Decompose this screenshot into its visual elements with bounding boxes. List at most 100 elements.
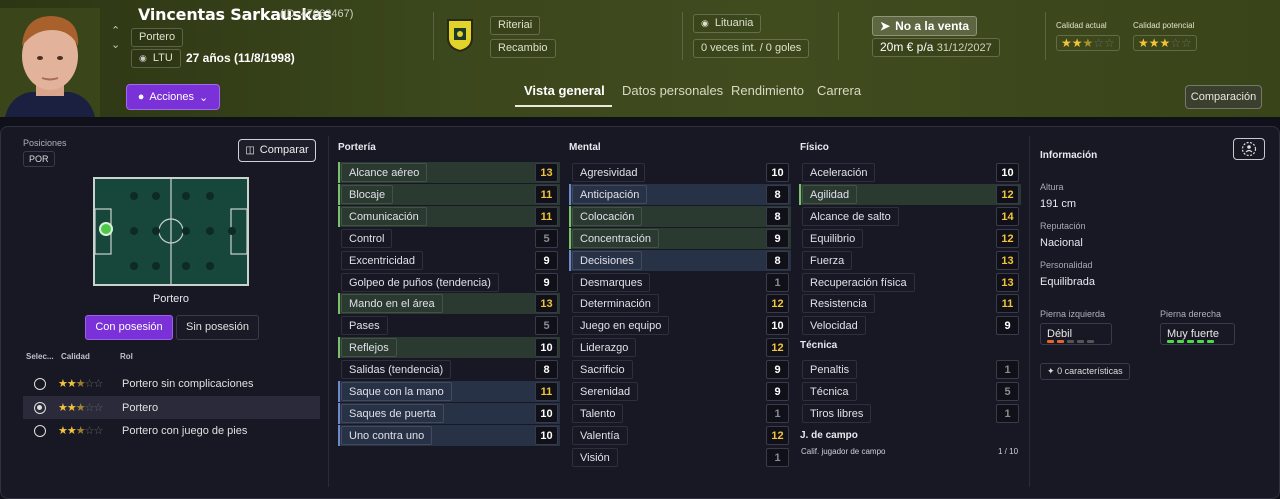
reputation-label: Reputación <box>1040 221 1086 231</box>
divider <box>433 12 434 60</box>
attribute-value: 1 <box>766 403 789 423</box>
traits-button[interactable]: ✦ 0 características <box>1040 363 1130 380</box>
attribute-row[interactable]: Decisiones 8 <box>569 249 791 271</box>
height-stat: Altura 191 cm <box>1040 182 1076 210</box>
attribute-row[interactable]: Talento 1 <box>569 403 791 424</box>
attribute-row[interactable]: Juego en equipo 10 <box>569 315 791 336</box>
club-badge-icon[interactable] <box>446 18 474 55</box>
attribute-row[interactable]: Equilibrio 12 <box>799 228 1021 249</box>
attribute-value: 11 <box>535 206 558 226</box>
outfield-rating-label: Calif. jugador de campo <box>801 447 886 456</box>
attribute-row[interactable]: Fuerza 13 <box>799 250 1021 271</box>
attribute-value: 8 <box>766 206 789 226</box>
attribute-row[interactable]: Agilidad 12 <box>799 183 1021 205</box>
without-ball-toggle[interactable]: Sin posesión <box>176 315 259 340</box>
attribute-row[interactable]: Alcance de salto 14 <box>799 206 1021 227</box>
role-row[interactable]: ★★★☆☆ Portero sin complicaciones <box>23 372 320 395</box>
player-face <box>0 8 100 117</box>
personality-label: Personalidad <box>1040 260 1093 270</box>
attribute-row[interactable]: Saques de puerta 10 <box>338 402 560 424</box>
key-attribute-marker <box>338 381 340 402</box>
role-stars: ★★★☆☆ <box>58 402 103 414</box>
attribute-row[interactable]: Mando en el área 13 <box>338 293 560 315</box>
attribute-row[interactable]: Golpeo de puños (tendencia) 9 <box>338 272 560 293</box>
attribute-row[interactable]: Técnica 5 <box>799 381 1021 402</box>
radio-button[interactable] <box>34 401 46 414</box>
actions-button[interactable]: ● Acciones ⌄ <box>126 84 220 110</box>
attribute-row[interactable]: Pases 5 <box>338 315 560 336</box>
key-attribute-marker <box>338 337 340 359</box>
role-row[interactable]: ★★★☆☆ Portero con juego de pies <box>23 419 320 442</box>
tab-career[interactable]: Carrera <box>817 83 862 98</box>
radio-button[interactable] <box>34 424 46 437</box>
player-age: 27 años (11/8/1998) <box>186 51 295 65</box>
attribute-row[interactable]: Desmarques 1 <box>569 272 791 293</box>
attribute-row[interactable]: Sacrificio 9 <box>569 359 791 380</box>
transfer-status-badge[interactable]: ➤ No a la venta <box>872 16 978 36</box>
attribute-name: Desmarques <box>572 272 651 292</box>
attribute-row[interactable]: Concentración 9 <box>569 227 791 249</box>
role-name: Portero sin complicaciones <box>122 377 254 390</box>
attribute-row[interactable]: Colocación 8 <box>569 205 791 227</box>
attribute-name: Alcance de salto <box>802 206 899 226</box>
attribute-row[interactable]: Resistencia 11 <box>799 293 1021 314</box>
attribute-name: Control <box>341 228 393 248</box>
attribute-name: Determinación <box>572 294 659 314</box>
attribute-name: Golpeo de puños (tendencia) <box>341 272 499 292</box>
attribute-value: 9 <box>535 272 558 292</box>
attribute-row[interactable]: Penaltis 1 <box>799 359 1021 380</box>
left-foot-box: Débil <box>1040 323 1112 345</box>
club-name[interactable]: Riteriai <box>490 16 541 35</box>
with-ball-toggle[interactable]: Con posesión <box>85 315 173 340</box>
compare-button[interactable]: ◫ Comparar <box>238 139 316 162</box>
tab-personal[interactable]: Datos personales <box>622 83 724 98</box>
attribute-row[interactable]: Blocaje 11 <box>338 183 560 205</box>
attribute-row[interactable]: Aceleración 10 <box>799 162 1021 183</box>
attribute-row[interactable]: Serenidad 9 <box>569 381 791 402</box>
role-stars: ★★★☆☆ <box>58 378 103 390</box>
attribute-row[interactable]: Velocidad 9 <box>799 315 1021 336</box>
attribute-row[interactable]: Excentricidad 9 <box>338 250 560 271</box>
positions-label: Posiciones <box>23 138 67 148</box>
attribute-row[interactable]: Anticipación 8 <box>569 183 791 205</box>
tab-performance[interactable]: Rendimiento <box>731 83 804 98</box>
comparison-button[interactable]: Comparación <box>1185 85 1262 109</box>
compare-icon: ◫ <box>245 145 255 156</box>
nation-name-pill[interactable]: ◉ Lituania <box>693 14 762 33</box>
chevron-down-icon[interactable]: ⌄ <box>111 39 121 51</box>
attribute-name: Talento <box>572 403 624 423</box>
wage-pill: 20m € p/a 31/12/2027 <box>872 38 1000 57</box>
attribute-row[interactable]: Uno contra uno 10 <box>338 424 560 446</box>
nation-pill[interactable]: ◉ LTU <box>131 49 181 68</box>
attribute-row[interactable]: Salidas (tendencia) 8 <box>338 359 560 380</box>
position-pitch[interactable] <box>93 177 249 286</box>
key-attribute-marker <box>338 293 340 315</box>
attribute-row[interactable]: Determinación 12 <box>569 293 791 314</box>
outfield-title: J. de campo <box>800 430 858 441</box>
attribute-row[interactable]: Agresividad 10 <box>569 162 791 183</box>
attribute-row[interactable]: Comunicación 11 <box>338 205 560 227</box>
key-attribute-marker <box>569 205 571 227</box>
info-toggle-button[interactable] <box>1233 138 1265 160</box>
attribute-row[interactable]: Recuperación física 13 <box>799 272 1021 293</box>
attribute-row[interactable]: Control 5 <box>338 228 560 249</box>
compare-label: Comparar <box>259 144 309 156</box>
tab-overview[interactable]: Vista general <box>524 83 605 98</box>
role-stars: ★★★☆☆ <box>58 425 103 437</box>
attribute-value: 11 <box>535 184 558 204</box>
attribute-row[interactable]: Reflejos 10 <box>338 337 560 359</box>
attribute-row[interactable]: Liderazgo 12 <box>569 337 791 358</box>
attribute-row[interactable]: Tiros libres 1 <box>799 403 1021 424</box>
attribute-value: 1 <box>996 403 1019 423</box>
attribute-row[interactable]: Visión 1 <box>569 447 791 468</box>
attribute-name: Alcance aéreo <box>341 163 428 182</box>
attribute-value: 9 <box>535 250 558 270</box>
radio-button[interactable] <box>34 377 46 390</box>
attribute-row[interactable]: Valentía 12 <box>569 425 791 446</box>
attribute-row[interactable]: Saque con la mano 11 <box>338 381 560 402</box>
role-row[interactable]: ★★★☆☆ Portero <box>23 396 320 419</box>
tag-icon: ➤ <box>880 19 891 33</box>
chevron-up-icon[interactable]: ⌃ <box>111 25 121 37</box>
attribute-row[interactable]: Alcance aéreo 13 <box>338 162 560 183</box>
key-attribute-marker <box>338 424 340 446</box>
